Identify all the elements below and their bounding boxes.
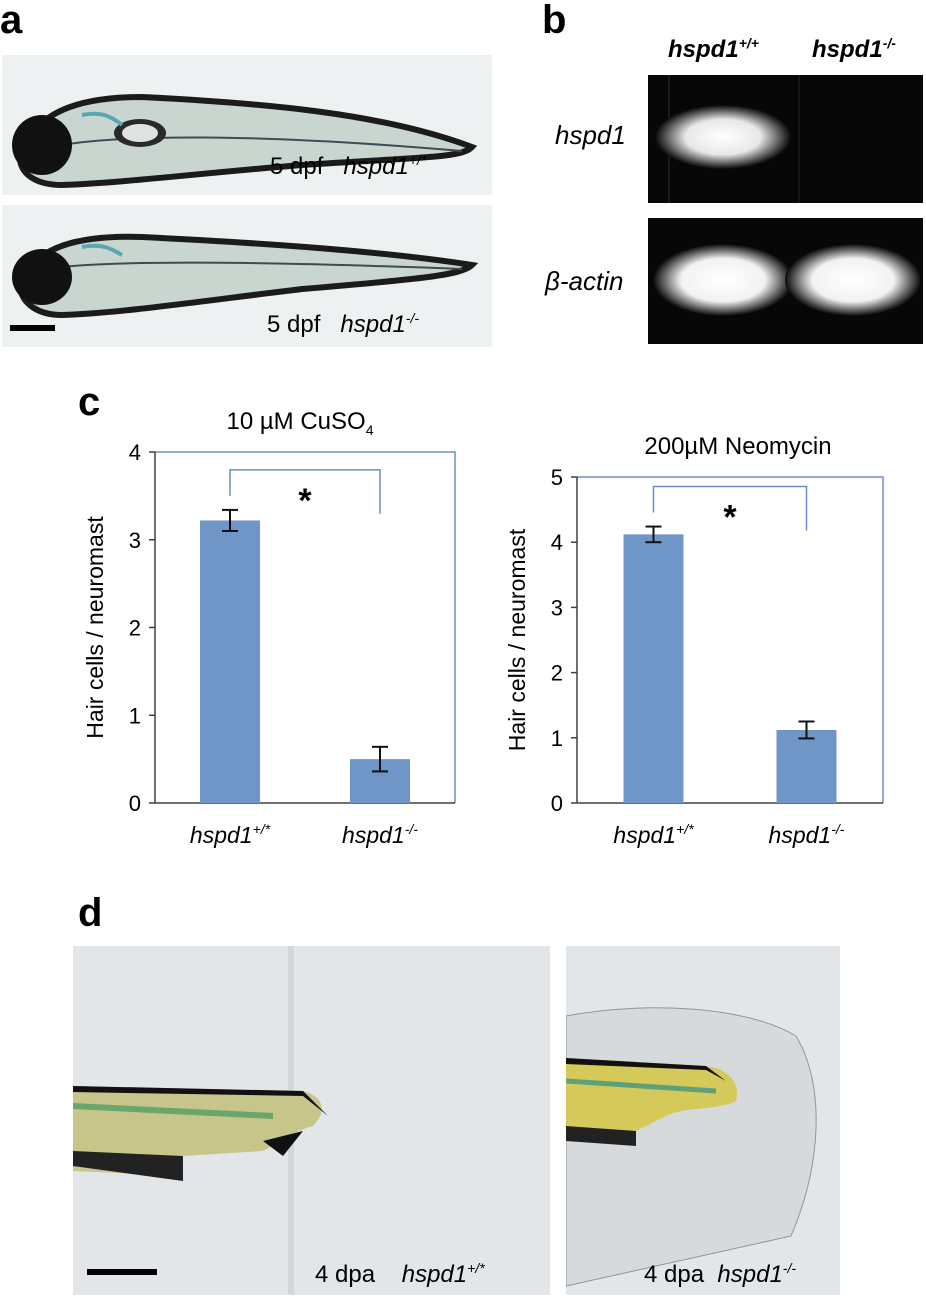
panel-label-d: d — [78, 891, 103, 935]
chart-svg-cuso4: 0 1 2 3 4 Hair cells / neuromast hspd1+/* hspd1… — [82, 440, 456, 848]
cuso4-significance-bracket — [229, 469, 381, 514]
gel-band-hspd1-wildtype — [655, 105, 791, 169]
larva-drawing-mutant — [12, 233, 479, 319]
fin-drawing-wildtype — [73, 946, 328, 1295]
panel-label-a: a — [0, 0, 23, 42]
neomycin-ytick-label: 5 — [551, 465, 563, 490]
chart-title-cuso4: 10 µM CuSO4 — [226, 408, 374, 438]
cuso4-ytick-label: 4 — [129, 440, 141, 465]
chart-svg-neomycin: 0 1 2 3 4 5 Hair cells / neuromast hspd1+/* hspd… — [504, 465, 884, 848]
gel-row-label-actin: β-actin — [545, 266, 624, 296]
lane-label-wildtype: hspd1+/+ — [668, 35, 759, 63]
gel-band-actin-wildtype — [653, 244, 793, 316]
scale-bar-fin — [87, 1269, 157, 1275]
fin-image-mutant: 4 dpa hspd1-/- — [566, 946, 840, 1295]
cuso4-ylabel: Hair cells / neuromast — [82, 516, 108, 739]
caption-4dpa-wildtype: 4 dpa hspd1+/* — [315, 1260, 485, 1288]
chart-neomycin: 200µM Neomycin 0 1 2 3 4 5 Hair cells / neurom… — [490, 435, 920, 885]
neomycin-xtick-label-1: hspd1-/- — [769, 821, 845, 848]
cuso4-bar-0 — [200, 520, 260, 803]
cuso4-ytick-label: 3 — [129, 528, 141, 553]
lane-label-mutant: hspd1-/- — [812, 35, 896, 63]
chart-cuso4: 10 µM CuSO4 0 1 2 3 4 Hair cells / neuromast h… — [60, 410, 480, 880]
fin-image-wildtype: 4 dpa hspd1+/* — [73, 946, 550, 1295]
neomycin-bar-1 — [776, 729, 837, 803]
larva-image-wildtype: 5 dpf hspd1+/* — [2, 55, 492, 195]
gel-hspd1 — [648, 75, 923, 203]
neomycin-ytick-label: 4 — [551, 530, 563, 555]
gel-row-label-hspd1: hspd1 — [555, 120, 626, 150]
cuso4-xtick-label-1: hspd1-/- — [342, 821, 418, 848]
neomycin-significance-bracket — [652, 485, 808, 531]
gel-actin — [648, 218, 923, 344]
neomycin-ytick-label: 2 — [551, 661, 563, 686]
neomycin-ytick-label: 1 — [551, 726, 563, 751]
panel-label-c: c — [78, 380, 101, 424]
neomycin-ylabel: Hair cells / neuromast — [504, 528, 530, 751]
larva-drawing — [12, 93, 478, 189]
scale-bar — [10, 325, 55, 331]
neomycin-frame — [577, 476, 884, 803]
neomycin-xtick-label-0: hspd1+/* — [613, 821, 694, 848]
fin-drawing-mutant — [566, 1007, 817, 1287]
cuso4-frame — [155, 451, 456, 803]
gel-band-actin-mutant — [785, 244, 921, 316]
neomycin-bar-0 — [623, 534, 684, 803]
chart-title-neomycin: 200µM Neomycin — [644, 433, 832, 460]
caption-5dpf-wildtype: 5 dpf hspd1+/* — [270, 152, 427, 180]
neomycin-ytick-label: 0 — [551, 791, 563, 816]
neomycin-ytick-label: 3 — [551, 595, 563, 620]
panel-label-b: b — [542, 0, 567, 42]
neomycin-significance-star: * — [723, 499, 737, 537]
cuso4-ytick-label: 0 — [129, 791, 141, 816]
cuso4-ytick-label: 2 — [129, 616, 141, 641]
caption-5dpf-mutant: 5 dpf hspd1-/- — [267, 310, 420, 338]
cuso4-significance-star: * — [298, 482, 312, 520]
cuso4-ytick-label: 1 — [129, 703, 141, 728]
cuso4-xtick-label-0: hspd1+/* — [190, 821, 271, 848]
larva-image-mutant: 5 dpf hspd1-/- — [2, 205, 492, 347]
caption-4dpa-mutant: 4 dpa hspd1-/- — [644, 1260, 797, 1288]
